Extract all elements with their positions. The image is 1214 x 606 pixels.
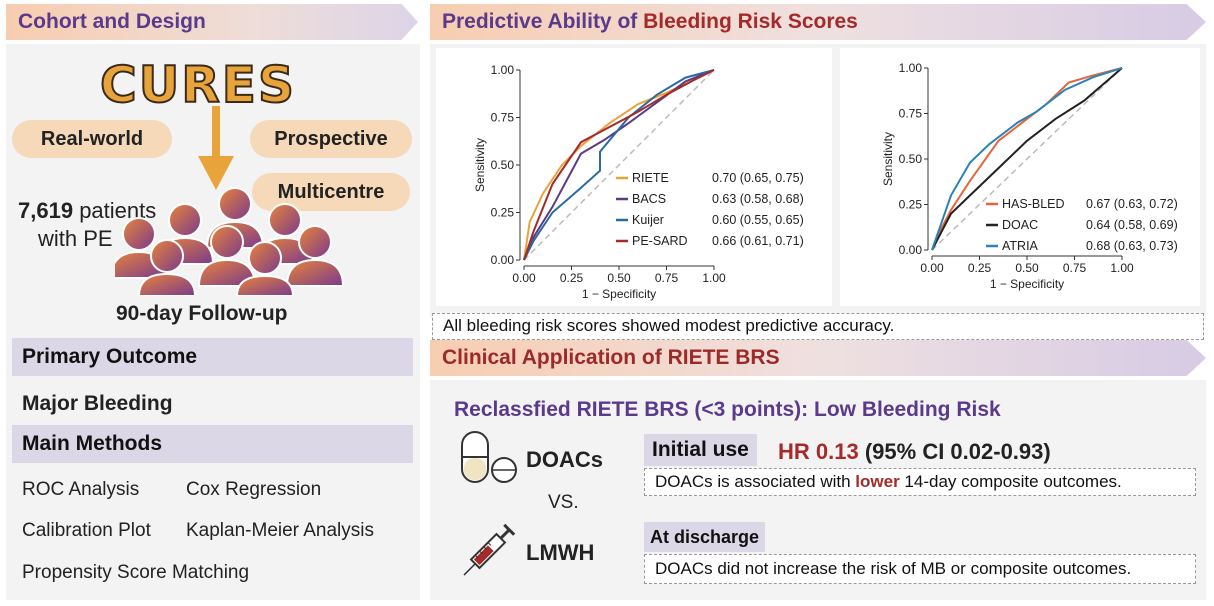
clinical-subtitle: Reclassfied RIETE BRS (<3 points): Low B…	[454, 398, 1001, 421]
versus-label: VS.	[548, 492, 579, 513]
y-tick-label: 0.75	[899, 107, 923, 121]
x-axis-label: 1 − Specificity	[582, 287, 656, 301]
predictive-header-part2: Bleeding Risk Scores	[643, 10, 858, 33]
tag-real-world: Real-world	[12, 120, 172, 158]
legend-auc: 0.60 (0.55, 0.65)	[712, 213, 804, 227]
y-tick-label: 0.50	[491, 158, 515, 172]
pill-icon	[461, 431, 517, 483]
roc-chart-1-svg: 0.00 0.00 0.25 0.25 0.50 0.50 0.75 0.75 1.00 1.00…	[473, 63, 804, 301]
legend-auc: 0.70 (0.65, 0.75)	[712, 171, 804, 185]
at-discharge-text: DOACs did not increase the risk of MB or…	[644, 554, 1196, 584]
predictive-header-part1: Predictive Ability of	[442, 10, 644, 33]
down-arrow-icon	[198, 106, 234, 190]
initial-text-pre: DOACs is associated with	[655, 472, 856, 491]
x-tick-label: 0.50	[607, 271, 631, 285]
hr-value: HR 0.13	[778, 439, 859, 464]
roc-chart-1: 0.00 0.00 0.25 0.25 0.50 0.50 0.75 0.75 1.00 1.00…	[436, 48, 832, 306]
x-tick-label: 0.75	[1063, 261, 1087, 275]
x-tick-label: 0.25	[560, 271, 584, 285]
x-tick-label: 0.00	[920, 261, 944, 275]
x-axis-label: 1 − Specificity	[990, 277, 1064, 291]
syringe-icon	[463, 523, 516, 576]
method-calibration: Calibration Plot	[22, 520, 151, 541]
y-tick-label: 0.75	[491, 111, 515, 125]
hr-result: HR 0.13 (95% CI 0.02-0.93)	[778, 439, 1051, 465]
roc-curve-bacs	[523, 69, 715, 261]
x-tick-label: 1.00	[702, 271, 726, 285]
method-roc: ROC Analysis	[22, 479, 140, 500]
y-tick-label: 0.50	[899, 152, 923, 166]
x-tick-label: 0.50	[1015, 261, 1039, 275]
roc-curve-kuijer	[523, 69, 715, 261]
clinical-header-part1: Clinical Application of	[442, 346, 668, 369]
y-tick-label: 0.00	[899, 243, 923, 257]
roc-chart-2: 0.00 0.00 0.25 0.25 0.50 0.50 0.75 0.75 1.00 1.00…	[840, 48, 1200, 306]
initial-text-post: 14-day composite outcomes.	[899, 472, 1122, 491]
legend-auc: 0.66 (0.61, 0.71)	[712, 234, 804, 248]
predictive-header: Predictive Ability of Bleeding Risk Scor…	[430, 4, 1206, 40]
clinical-header-part2: RIETE BRS	[667, 346, 780, 369]
ci-value: (95% CI 0.02-0.93)	[864, 439, 1051, 464]
x-tick-label: 1.00	[1110, 261, 1134, 275]
method-psm: Propensity Score Matching	[22, 562, 250, 583]
initial-text-em: lower	[855, 472, 900, 491]
roc-chart-2-svg: 0.00 0.00 0.25 0.25 0.50 0.50 0.75 0.75 1.00 1.00…	[881, 61, 1178, 291]
legend-auc: 0.64 (0.58, 0.69)	[1086, 218, 1178, 232]
legend-name: Kuijer	[632, 213, 664, 227]
initial-use-text: DOACs is associated with lower 14-day co…	[644, 468, 1196, 496]
patients-count: 7,619	[18, 198, 74, 223]
primary-outcome-title: Primary Outcome	[12, 338, 413, 376]
cohort-design-header: Cohort and Design	[6, 4, 418, 40]
y-axis-label: Sensitivity	[473, 138, 487, 192]
roc-curve-atria	[931, 67, 1123, 251]
cures-logo: CURES	[99, 55, 296, 115]
legend-name: RIETE	[632, 171, 669, 185]
y-tick-label: 1.00	[899, 61, 923, 75]
y-tick-label: 1.00	[491, 63, 515, 77]
legend-name: HAS-BLED	[1002, 197, 1065, 211]
drug-doacs: DOACs	[526, 447, 604, 472]
primary-outcome-value: Major Bleeding	[22, 392, 173, 415]
method-km: Kaplan-Meier Analysis	[186, 520, 374, 541]
followup-label: 90-day Follow-up	[116, 302, 288, 325]
y-axis-label: Sensitivity	[881, 132, 895, 186]
predictive-note: All bleeding risk scores showed modest p…	[432, 313, 1204, 340]
drug-lmwh: LMWH	[526, 540, 595, 565]
legend-name: PE-SARD	[632, 234, 688, 248]
patients-group-icon	[115, 187, 345, 296]
y-tick-label: 0.00	[491, 253, 515, 267]
legend-name: DOAC	[1002, 218, 1038, 232]
main-methods-title: Main Methods	[12, 425, 413, 463]
legend-auc: 0.67 (0.63, 0.72)	[1086, 197, 1178, 211]
reference-diagonal	[523, 69, 715, 261]
y-tick-label: 0.25	[491, 206, 515, 220]
method-cox: Cox Regression	[186, 479, 322, 500]
legend-name: BACS	[632, 192, 666, 206]
x-tick-label: 0.75	[655, 271, 679, 285]
tag-prospective: Prospective	[250, 120, 412, 158]
at-discharge-label: At discharge	[644, 522, 766, 552]
legend-name: ATRIA	[1002, 239, 1039, 253]
initial-use-label: Initial use	[644, 434, 757, 466]
clinical-header: Clinical Application of RIETE BRS	[430, 340, 1206, 376]
x-tick-label: 0.25	[968, 261, 992, 275]
patients-line2: with PE	[38, 226, 113, 251]
roc-curve-pe-sard	[523, 69, 715, 261]
legend-auc: 0.63 (0.58, 0.68)	[712, 192, 804, 206]
x-tick-label: 0.00	[512, 271, 536, 285]
roc-curve-has-bled	[931, 67, 1123, 251]
reference-diagonal	[931, 67, 1123, 251]
y-tick-label: 0.25	[899, 198, 923, 212]
roc-curve-doac	[931, 67, 1123, 251]
legend-auc: 0.68 (0.63, 0.73)	[1086, 239, 1178, 253]
